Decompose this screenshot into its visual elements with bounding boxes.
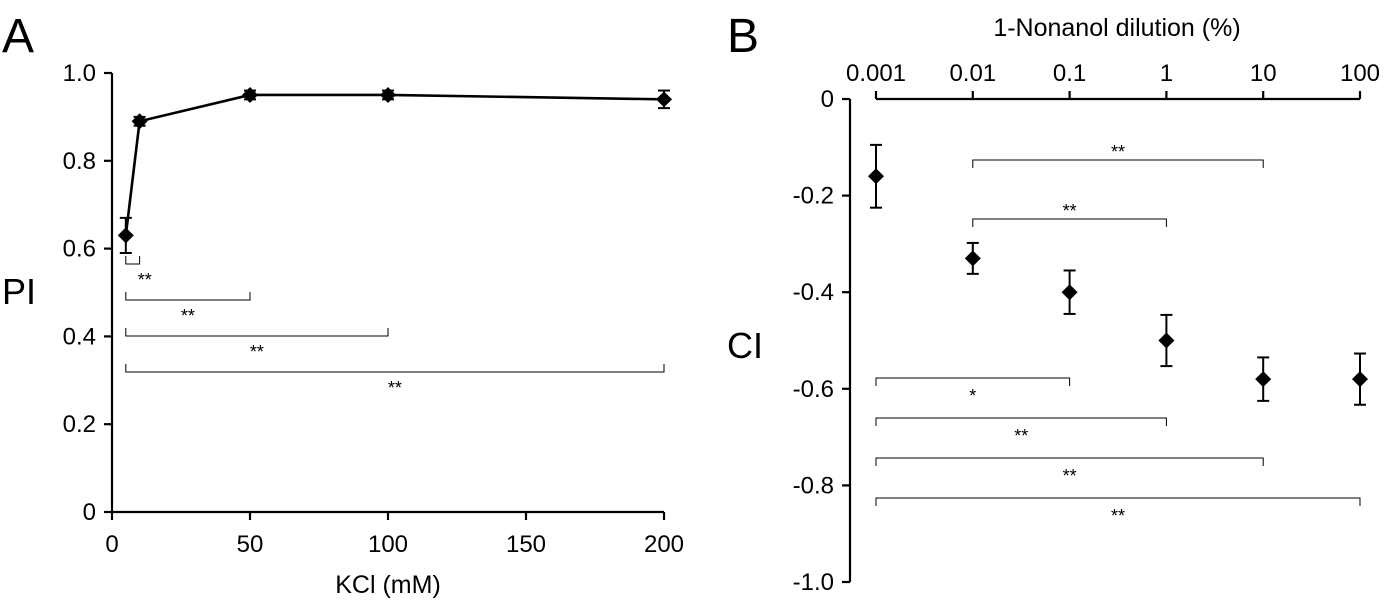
panel-b-x-tick-label: 0.01: [949, 60, 996, 87]
panel-a-x-axis-title: KCl (mM): [335, 571, 441, 599]
panel-a-data-point: [380, 86, 396, 103]
panel-a-y-tick-label: 0.6: [63, 236, 96, 263]
panel-b-significance-label: *: [969, 386, 976, 406]
panel-b-significance-label: **: [1063, 201, 1077, 221]
panel-b-significance-bracket: [875, 377, 1071, 386]
panel-a-letter: A: [2, 10, 34, 63]
panel-a-significance-bracket: [125, 256, 141, 265]
panel-b-significance-bracket: [972, 159, 1264, 168]
panel-b-significance-label: **: [1111, 506, 1125, 526]
panel-a-data-point: [242, 86, 258, 103]
panel-b-data-point: [964, 250, 981, 267]
panel-a-significance-bracket: [125, 292, 251, 301]
panel-b-significance-brackets: ***********: [875, 142, 1361, 526]
panel-a-data-point: [656, 91, 672, 108]
panel-a-significance-brackets: ** ** ** **: [125, 256, 665, 398]
panel-b-significance-label: **: [1014, 426, 1028, 446]
panel-b-data-point: [1061, 284, 1078, 301]
panel-b-significance-label: **: [1063, 466, 1077, 486]
panel-b-axes: 0.001 0.01 0.1 1 10 100 0 -0.2 -0.4 -0.6 -0.8 -1.0: [793, 60, 1380, 596]
panel-a-y-tick-label: 0.2: [63, 411, 96, 438]
panel-a-y-axis-title: PI: [2, 271, 36, 312]
panel-a-significance-label: **: [181, 306, 195, 326]
panel-a-significance-bracket: [125, 364, 665, 373]
panel-b-y-tick-label: 0: [821, 86, 834, 113]
panel-a: A PI KCl (mM) 0 0.2 0.4 0.6 0.8 1.0 0 50 100 150 2…: [2, 10, 684, 599]
panel-b-y-tick-label: -0.2: [793, 183, 834, 210]
panel-b-data-point: [1158, 332, 1175, 349]
panel-a-x-tick-label: 100: [368, 531, 408, 558]
panel-a-significance-label: **: [138, 270, 152, 290]
panel-b-y-tick-label: -0.6: [793, 376, 834, 403]
panel-b-letter: B: [727, 10, 759, 63]
panel-b-data: [868, 143, 1368, 406]
panel-b-significance-bracket: [875, 457, 1264, 466]
panel-b-data-point: [1352, 371, 1368, 388]
panel-b-y-axis-title: CI: [727, 325, 763, 366]
panel-b-x-axis-title: 1-Nonanol dilution (%): [993, 14, 1240, 42]
panel-a-x-tick-label: 0: [105, 531, 118, 558]
panel-b-x-tick-label: 10: [1250, 60, 1277, 87]
panel-a-y-tick-label: 0.4: [63, 323, 96, 350]
panel-a-significance-bracket: [125, 328, 389, 337]
panel-a-y-tick-label: 1.0: [63, 60, 96, 87]
panel-a-x-tick-label: 50: [237, 531, 264, 558]
panel-b-data-point: [1255, 371, 1272, 388]
panel-b-x-tick-label: 0.1: [1053, 60, 1086, 87]
panel-b-x-tick-label: 100: [1340, 60, 1380, 87]
panel-b-significance-bracket: [875, 417, 1167, 426]
panel-a-axes: 0 0.2 0.4 0.6 0.8 1.0 0 50 100 150 200: [63, 60, 684, 558]
panel-a-data: [117, 86, 672, 254]
panel-b-y-tick-label: -1.0: [793, 569, 834, 596]
panel-a-significance-label: **: [250, 342, 264, 362]
panel-a-series-line: [124, 93, 665, 236]
panel-b-x-tick-label: 1: [1160, 60, 1173, 87]
panel-a-x-tick-label: 150: [506, 531, 546, 558]
panel-a-data-point: [117, 227, 134, 244]
panel-a-x-tick-label: 200: [644, 531, 684, 558]
panel-b-x-tick-label: 0.001: [846, 60, 906, 87]
panel-a-y-tick-label: 0: [83, 499, 96, 526]
panel-b-significance-bracket: [875, 497, 1361, 506]
panel-b-y-tick-label: -0.8: [793, 472, 834, 499]
panel-b-significance-label: **: [1111, 142, 1125, 162]
panel-b-y-tick-label: -0.4: [793, 279, 834, 306]
panel-b: B CI 1-Nonanol dilution (%) 0.001 0.01 0.1…: [727, 10, 1380, 596]
panel-a-y-tick-label: 0.8: [63, 148, 96, 175]
panel-a-data-point: [131, 113, 148, 130]
panel-b-data-point: [868, 168, 884, 185]
panel-b-significance-bracket: [972, 218, 1167, 227]
panel-a-significance-label: **: [388, 378, 402, 398]
